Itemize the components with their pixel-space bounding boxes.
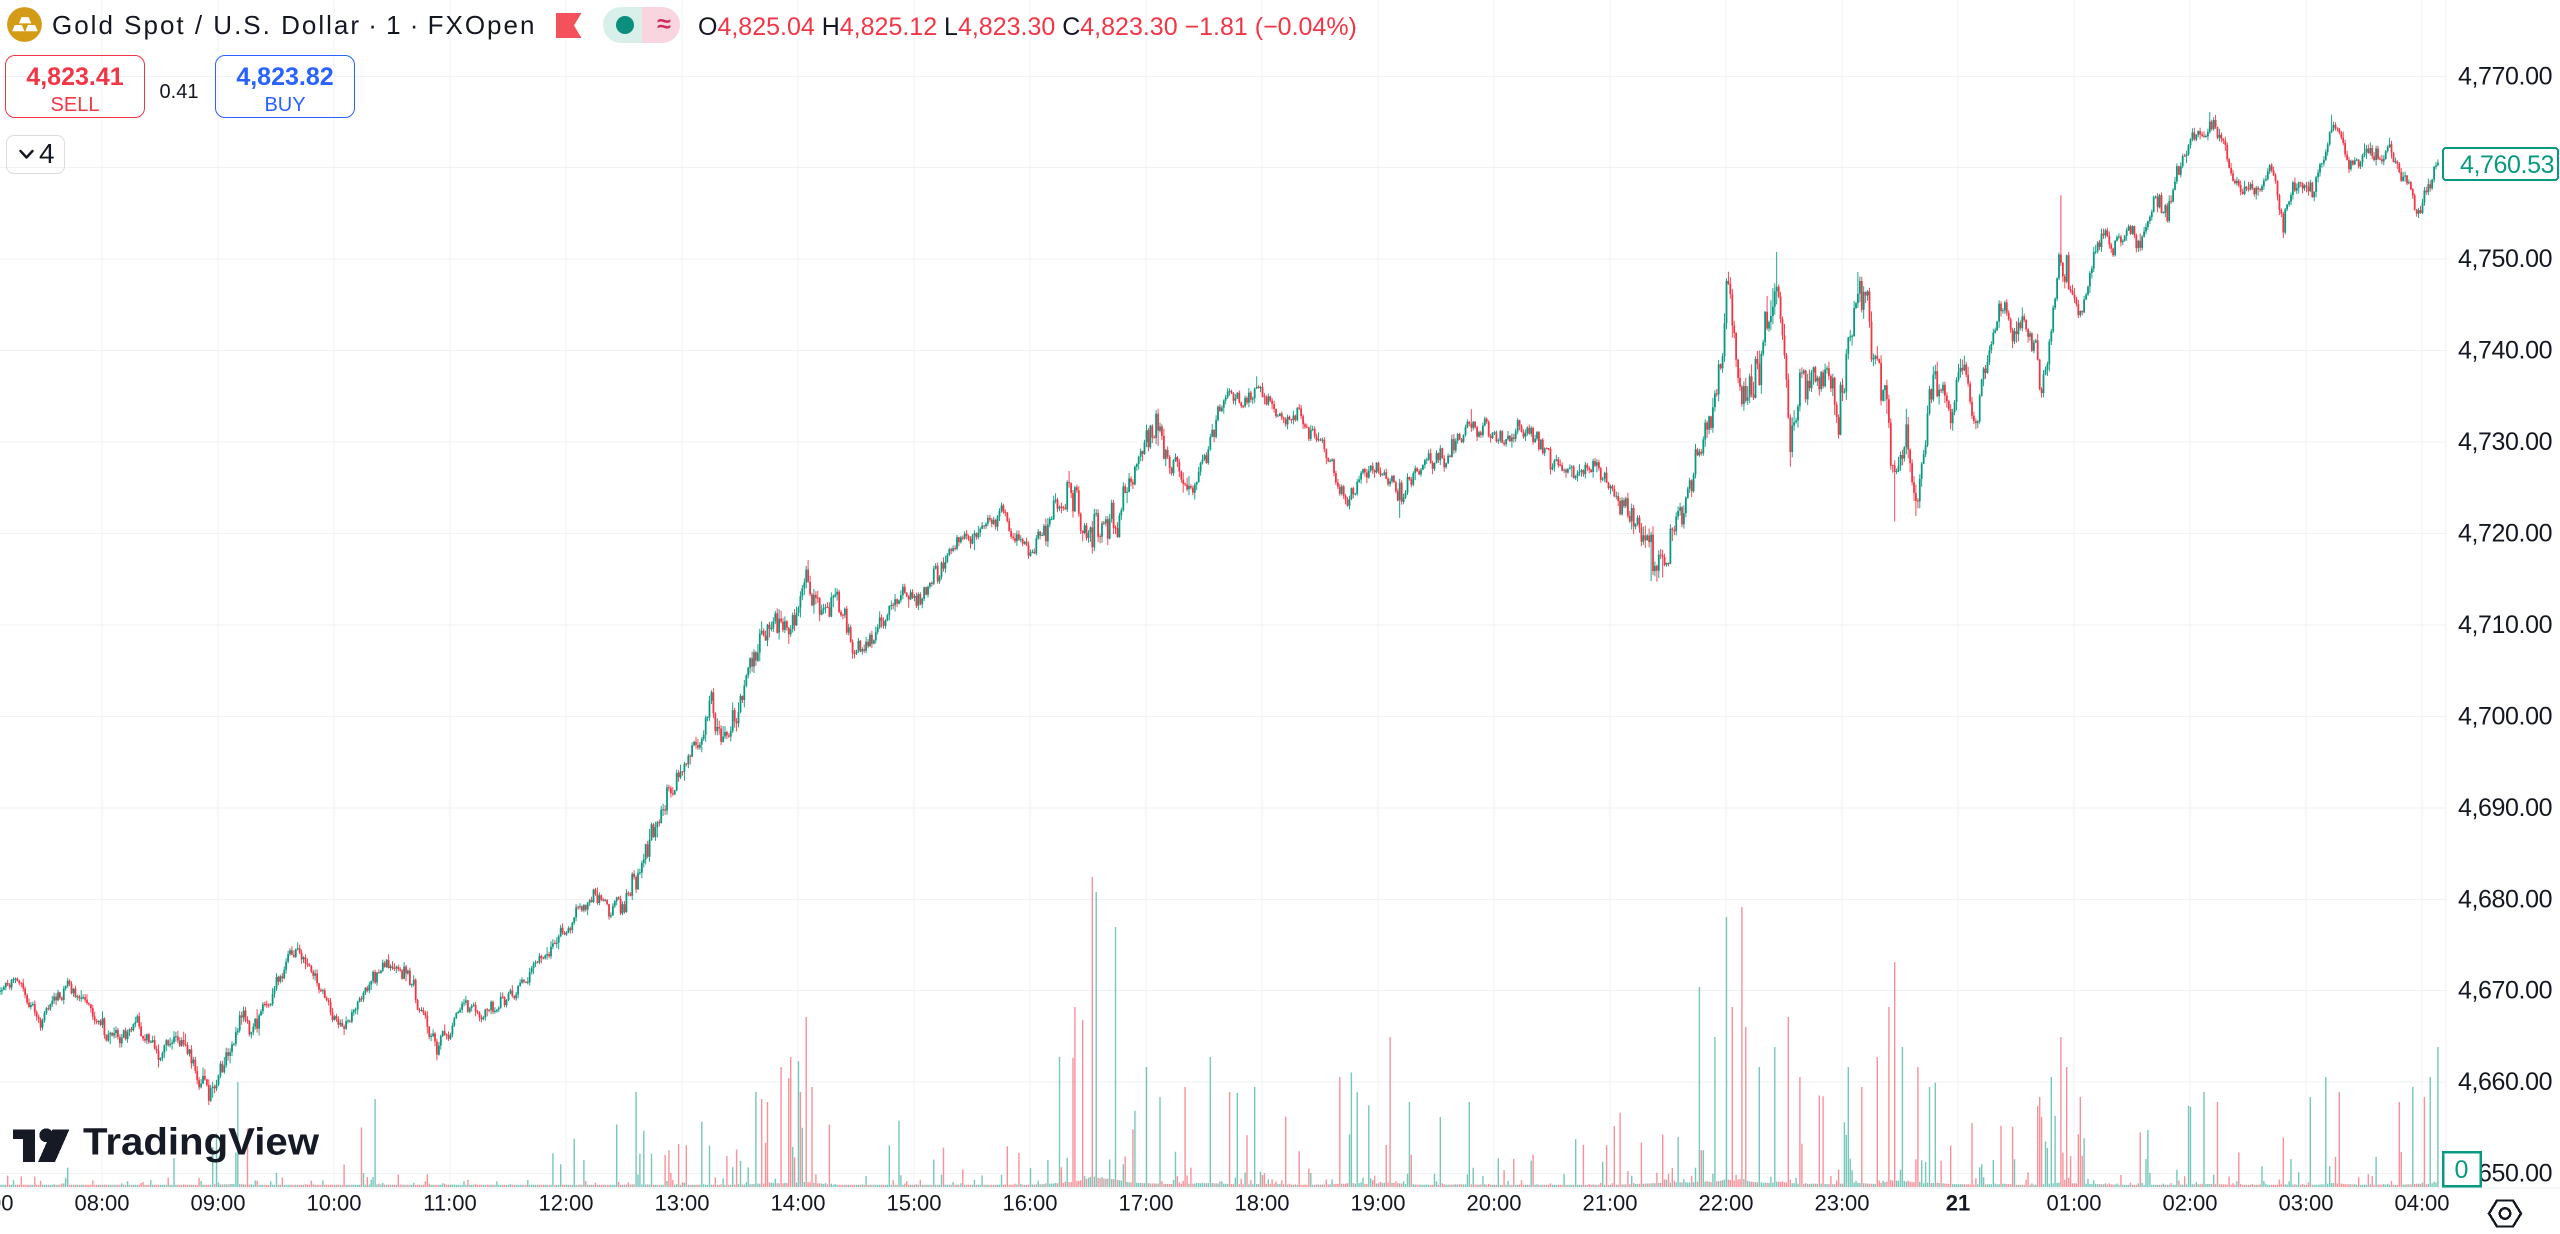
svg-text:13:00: 13:00 (654, 1191, 709, 1216)
svg-text:4,760.53: 4,760.53 (2460, 151, 2554, 179)
svg-text:4,670.00: 4,670.00 (2458, 977, 2552, 1005)
svg-text:23:00: 23:00 (1814, 1191, 1869, 1216)
svg-text:4,710.00: 4,710.00 (2458, 611, 2552, 639)
svg-text:17:00: 17:00 (1118, 1191, 1173, 1216)
svg-text:21: 21 (1946, 1191, 1970, 1216)
svg-text:4,660.00: 4,660.00 (2458, 1068, 2552, 1096)
svg-text:4,680.00: 4,680.00 (2458, 885, 2552, 913)
svg-text:02:00: 02:00 (2162, 1191, 2217, 1216)
svg-text:20:00: 20:00 (1466, 1191, 1521, 1216)
svg-text:14:00: 14:00 (770, 1191, 825, 1216)
svg-text:18:00: 18:00 (1234, 1191, 1289, 1216)
svg-text:4,750.00: 4,750.00 (2458, 245, 2552, 273)
svg-text:TradingView: TradingView (83, 1122, 319, 1164)
svg-text:4,700.00: 4,700.00 (2458, 702, 2552, 730)
svg-text:4,740.00: 4,740.00 (2458, 337, 2552, 365)
svg-text:09:00: 09:00 (190, 1191, 245, 1216)
svg-text:11:00: 11:00 (423, 1191, 476, 1216)
svg-text:10:00: 10:00 (306, 1191, 361, 1216)
svg-text:19:00: 19:00 (1350, 1191, 1405, 1216)
svg-text:4,720.00: 4,720.00 (2458, 520, 2552, 548)
svg-text:0: 0 (2455, 1156, 2469, 1184)
svg-text:4,770.00: 4,770.00 (2458, 62, 2552, 90)
svg-text:08:00: 08:00 (74, 1191, 129, 1216)
svg-text:03:00: 03:00 (2278, 1191, 2333, 1216)
svg-text:21:00: 21:00 (1582, 1191, 1637, 1216)
svg-text:16:00: 16:00 (1002, 1191, 1057, 1216)
svg-text:07:00: 07:00 (0, 1191, 14, 1216)
svg-text:15:00: 15:00 (886, 1191, 941, 1216)
svg-text:12:00: 12:00 (538, 1191, 593, 1216)
svg-text:4,730.00: 4,730.00 (2458, 428, 2552, 456)
svg-text:04:00: 04:00 (2394, 1191, 2449, 1216)
svg-text:22:00: 22:00 (1698, 1191, 1753, 1216)
svg-text:4,690.00: 4,690.00 (2458, 794, 2552, 822)
svg-text:01:00: 01:00 (2046, 1191, 2101, 1216)
